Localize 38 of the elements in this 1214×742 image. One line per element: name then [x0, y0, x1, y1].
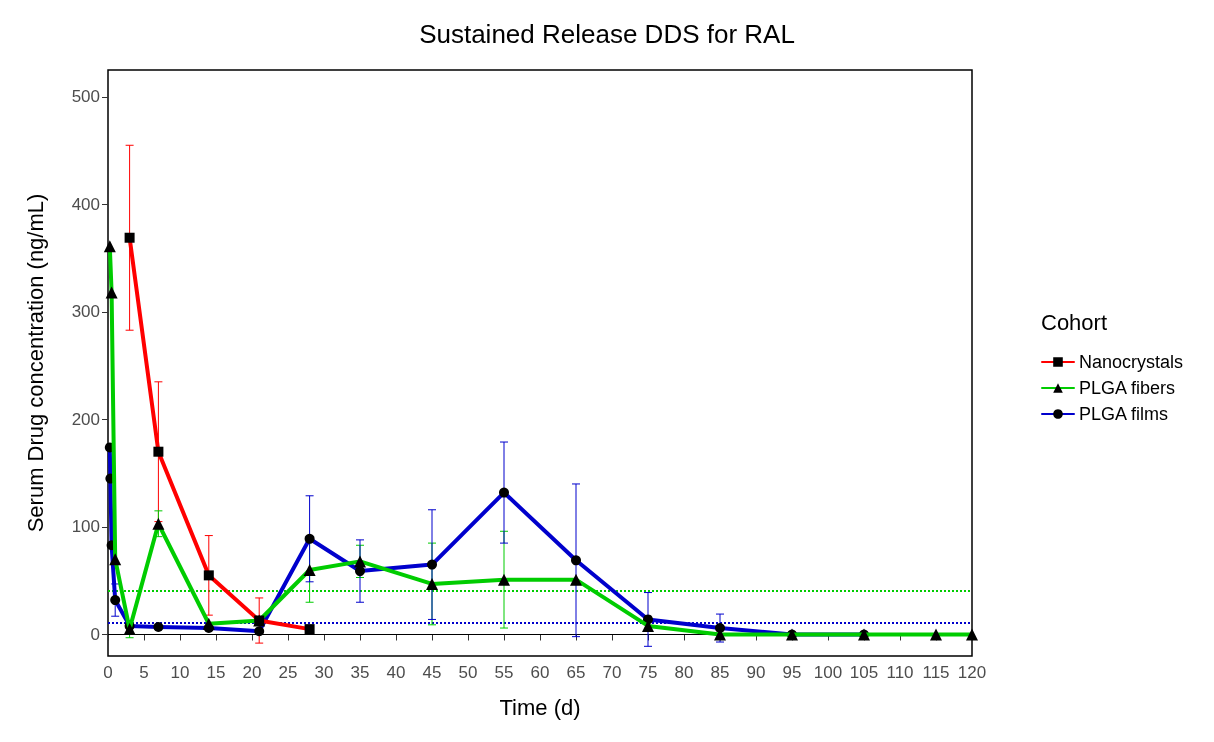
x-tick-label: 40: [386, 663, 406, 682]
x-tick-label: 85: [710, 663, 730, 682]
legend-title: Cohort: [1041, 309, 1108, 335]
x-tick-label: 5: [139, 663, 149, 682]
x-tick-label: 50: [458, 663, 478, 682]
x-tick-label: 65: [566, 663, 586, 682]
x-tick-label: 35: [350, 663, 370, 682]
x-tick-label: 20: [242, 663, 262, 682]
x-tick-label: 0: [103, 663, 113, 682]
x-tick-label: 90: [746, 663, 766, 682]
y-tick-label: 0: [90, 625, 100, 644]
y-tick-label: 100: [71, 517, 100, 537]
y-tick-label: 300: [71, 302, 100, 322]
x-tick-label: 110: [886, 663, 914, 682]
legend-label: PLGA films: [1079, 404, 1169, 424]
y-tick-label: 500: [71, 87, 100, 107]
legend-label: Nanocrystals: [1079, 352, 1184, 372]
legend-label: PLGA fibers: [1079, 378, 1176, 398]
x-tick-label: 15: [206, 663, 226, 682]
x-tick-label: 100: [813, 663, 843, 682]
x-tick-label: 75: [638, 663, 658, 682]
x-tick-label: 55: [494, 663, 514, 682]
x-tick-label: 95: [782, 663, 802, 682]
x-tick-label: 30: [314, 663, 334, 682]
x-tick-label: 105: [849, 663, 879, 682]
x-axis-title: Time (d): [499, 694, 581, 720]
x-tick-label: 45: [422, 663, 442, 682]
y-tick-label: 400: [71, 194, 100, 214]
x-tick-label: 80: [674, 663, 694, 682]
x-tick-label: 10: [170, 663, 190, 682]
x-tick-label: 25: [278, 663, 298, 682]
y-tick-label: 200: [71, 409, 100, 429]
x-tick-label: 120: [957, 663, 987, 682]
x-tick-label: 115: [922, 663, 950, 682]
chart-title: Sustained Release DDS for RAL: [419, 19, 795, 49]
x-tick-label: 70: [602, 663, 622, 682]
y-axis-title: Serum Drug concentration (ng/mL): [22, 193, 48, 533]
x-tick-label: 60: [530, 663, 550, 682]
